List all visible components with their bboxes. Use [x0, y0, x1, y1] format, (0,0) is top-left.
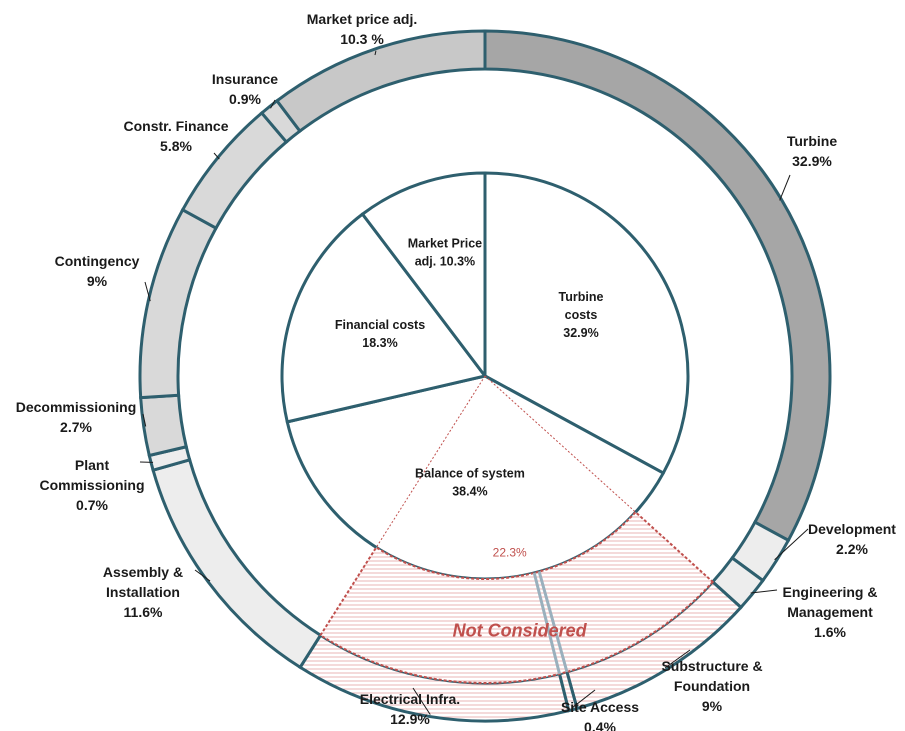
- overlay: Not Considered 22.3%: [319, 375, 715, 684]
- not-considered-inner-hatch: [320, 512, 713, 683]
- leader-constr-finance: [213, 152, 220, 160]
- site-access-band-1: [537, 571, 569, 673]
- not-considered-ray-1: [484, 375, 636, 513]
- outer-label-decommissioning: Decommissioning 2.7%: [16, 399, 137, 435]
- outer-slice-market-price-adj: [274, 29, 487, 134]
- outer-label-electrical-infra: Electrical Infra. 12.9%: [360, 691, 460, 727]
- leader-electrical-infra: [412, 687, 431, 715]
- outer-label-plant-commissioning: Plant Commissioning 0.7%: [39, 457, 144, 513]
- leader-decommissioning: [142, 413, 147, 427]
- leader-site-access: [572, 689, 596, 709]
- site-access-band-2: [532, 572, 561, 675]
- outer-slice-contingency: [138, 207, 219, 400]
- slice-labels: Turbine costs 32.9% Balance of system 38.4% F…: [16, 11, 897, 731]
- outer-slice-decommissioning: [139, 393, 189, 458]
- leader-assembly-installation: [194, 569, 211, 582]
- inner-slice-market-price-adj: [361, 171, 487, 378]
- outer-label-development: Development 2.2%: [808, 521, 896, 557]
- leader-turbine: [779, 174, 791, 201]
- inner-label-balance-of-system: Balance of system 38.4%: [415, 467, 525, 499]
- outer-label-contingency: Contingency 9%: [55, 253, 140, 289]
- outer-label-site-access: Site Access 0.4%: [561, 699, 639, 731]
- leader-contingency: [144, 281, 151, 302]
- leader-substructure-foundation: [664, 649, 691, 669]
- inner-ring: [280, 171, 690, 581]
- outer-label-insurance: Insurance 0.9%: [212, 71, 278, 107]
- inner-slice-financial-costs: [280, 212, 487, 424]
- not-considered-label: Not Considered: [453, 621, 588, 641]
- leader-insurance: [270, 99, 276, 109]
- not-considered-ray-2: [375, 375, 486, 548]
- leader-development: [774, 528, 809, 561]
- not-considered-outline: [319, 510, 715, 684]
- outer-ring: [138, 29, 832, 723]
- inner-label-market-price-adj: Market Price adj. 10.3%: [408, 237, 482, 269]
- inner-label-financial-costs: Financial costs 18.3%: [335, 318, 425, 350]
- outer-label-engineering-management: Engineering & Management 1.6%: [783, 584, 878, 640]
- outer-label-assembly-installation: Assembly & Installation 11.6%: [103, 564, 183, 620]
- outer-label-turbine: Turbine 32.9%: [787, 133, 838, 169]
- outer-label-constr-finance: Constr. Finance 5.8%: [123, 118, 228, 154]
- leader-engineering-management: [750, 589, 778, 594]
- outer-label-market-price-adj: Market price adj. 10.3 %: [307, 11, 418, 47]
- not-considered-total: 22.3%: [493, 545, 527, 559]
- inner-label-turbine-costs: Turbine costs 32.9%: [559, 290, 604, 340]
- leader-lines: [139, 50, 809, 715]
- leader-market-price-adj: [374, 50, 377, 56]
- outer-label-substructure-foundation: Substructure & Foundation 9%: [661, 658, 762, 714]
- inner-slice-turbine-costs: [483, 171, 690, 475]
